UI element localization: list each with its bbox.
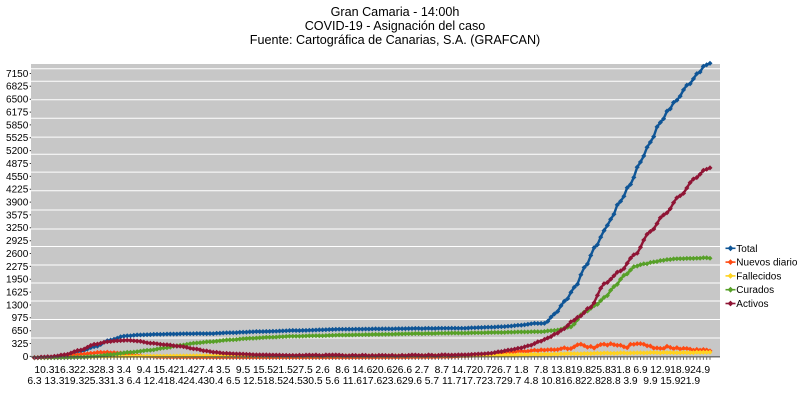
svg-text:11.7: 11.7 — [442, 376, 462, 387]
svg-text:1950: 1950 — [6, 275, 29, 286]
svg-text:Total: Total — [736, 244, 757, 255]
svg-text:15.4: 15.4 — [154, 365, 174, 376]
svg-text:19.8: 19.8 — [571, 365, 591, 376]
svg-text:5200: 5200 — [6, 146, 29, 157]
svg-text:3.5: 3.5 — [216, 365, 231, 376]
svg-text:8.6: 8.6 — [335, 365, 350, 376]
svg-text:10.3: 10.3 — [34, 365, 54, 376]
svg-text:Gran Camaria - 14:00h: Gran Camaria - 14:00h — [331, 5, 460, 19]
svg-text:3.4: 3.4 — [117, 365, 132, 376]
svg-text:18.4: 18.4 — [164, 376, 184, 387]
svg-text:20.6: 20.6 — [372, 365, 392, 376]
svg-text:6.9: 6.9 — [633, 365, 648, 376]
svg-text:2600: 2600 — [6, 249, 29, 260]
svg-text:22.3: 22.3 — [74, 365, 94, 376]
svg-text:28.8: 28.8 — [601, 376, 621, 387]
svg-text:31.8: 31.8 — [611, 365, 631, 376]
svg-text:2.6: 2.6 — [315, 365, 330, 376]
svg-text:16.3: 16.3 — [54, 365, 74, 376]
svg-text:1625: 1625 — [6, 288, 29, 299]
svg-text:23.6: 23.6 — [382, 376, 402, 387]
svg-text:3.9: 3.9 — [623, 376, 638, 387]
svg-text:3250: 3250 — [6, 223, 29, 234]
svg-text:10.8: 10.8 — [541, 376, 561, 387]
svg-text:4550: 4550 — [6, 172, 29, 183]
svg-text:21.4: 21.4 — [173, 365, 193, 376]
svg-text:2925: 2925 — [6, 236, 29, 247]
svg-text:17.7: 17.7 — [462, 376, 482, 387]
svg-text:2.7: 2.7 — [415, 365, 430, 376]
svg-text:Curados: Curados — [736, 285, 774, 296]
svg-text:24.9: 24.9 — [690, 365, 710, 376]
svg-text:28.3: 28.3 — [94, 365, 114, 376]
svg-text:15.9: 15.9 — [660, 376, 680, 387]
svg-text:5525: 5525 — [6, 133, 29, 144]
svg-text:29.7: 29.7 — [501, 376, 521, 387]
svg-text:4875: 4875 — [6, 159, 29, 170]
svg-text:6825: 6825 — [6, 82, 29, 93]
svg-text:4.8: 4.8 — [524, 376, 539, 387]
svg-text:25.3: 25.3 — [84, 376, 104, 387]
svg-text:30.4: 30.4 — [203, 376, 223, 387]
svg-text:8.7: 8.7 — [435, 365, 450, 376]
svg-text:29.6: 29.6 — [402, 376, 422, 387]
svg-text:16.8: 16.8 — [561, 376, 581, 387]
svg-text:7.8: 7.8 — [534, 365, 549, 376]
svg-text:21.5: 21.5 — [273, 365, 293, 376]
svg-text:COVID-19 - Asignación del caso: COVID-19 - Asignación del caso — [305, 19, 486, 33]
svg-text:12.9: 12.9 — [650, 365, 670, 376]
svg-text:5.7: 5.7 — [425, 376, 440, 387]
svg-text:26.6: 26.6 — [392, 365, 412, 376]
svg-text:3575: 3575 — [6, 210, 29, 221]
svg-text:11.6: 11.6 — [343, 376, 363, 387]
svg-text:12.4: 12.4 — [144, 376, 164, 387]
svg-text:24.5: 24.5 — [283, 376, 303, 387]
svg-text:Fallecidos: Fallecidos — [736, 271, 781, 282]
svg-text:6.4: 6.4 — [127, 376, 142, 387]
svg-text:5850: 5850 — [6, 120, 29, 131]
svg-text:14.6: 14.6 — [352, 365, 372, 376]
svg-text:22.8: 22.8 — [581, 376, 601, 387]
svg-text:27.4: 27.4 — [193, 365, 213, 376]
svg-text:15.5: 15.5 — [253, 365, 273, 376]
svg-text:6175: 6175 — [6, 108, 29, 119]
svg-text:6.5: 6.5 — [226, 376, 241, 387]
svg-text:975: 975 — [12, 313, 29, 324]
svg-text:18.9: 18.9 — [670, 365, 690, 376]
svg-text:Fuente: Cartográfica de Canari: Fuente: Cartográfica de Canarias, S.A. (… — [250, 33, 540, 47]
svg-text:2275: 2275 — [6, 262, 29, 273]
svg-text:18.5: 18.5 — [263, 376, 283, 387]
svg-text:19.3: 19.3 — [64, 376, 84, 387]
svg-text:Nuevos diario: Nuevos diario — [736, 258, 798, 269]
svg-text:1.8: 1.8 — [514, 365, 529, 376]
svg-text:Activos: Activos — [736, 299, 768, 310]
svg-text:27.5: 27.5 — [293, 365, 313, 376]
svg-text:25.8: 25.8 — [591, 365, 611, 376]
svg-text:1300: 1300 — [6, 300, 29, 311]
svg-text:3900: 3900 — [6, 198, 29, 209]
svg-text:14.7: 14.7 — [452, 365, 472, 376]
svg-text:6500: 6500 — [6, 95, 29, 106]
svg-text:9.9: 9.9 — [643, 376, 658, 387]
svg-text:24.4: 24.4 — [183, 376, 203, 387]
svg-text:6.3: 6.3 — [27, 376, 42, 387]
svg-text:4225: 4225 — [6, 185, 29, 196]
svg-text:13.3: 13.3 — [44, 376, 64, 387]
svg-text:9.5: 9.5 — [236, 365, 251, 376]
svg-text:20.7: 20.7 — [471, 365, 491, 376]
svg-text:9.4: 9.4 — [137, 365, 152, 376]
svg-text:30.5: 30.5 — [303, 376, 323, 387]
svg-text:7150: 7150 — [6, 69, 29, 80]
svg-text:31.3: 31.3 — [104, 376, 124, 387]
svg-text:23.7: 23.7 — [481, 376, 501, 387]
svg-text:5.6: 5.6 — [325, 376, 340, 387]
svg-text:13.8: 13.8 — [551, 365, 571, 376]
svg-text:21.9: 21.9 — [680, 376, 700, 387]
svg-text:0: 0 — [23, 352, 29, 363]
svg-text:12.5: 12.5 — [243, 376, 263, 387]
svg-text:325: 325 — [12, 339, 29, 350]
svg-text:17.6: 17.6 — [362, 376, 382, 387]
svg-text:26.7: 26.7 — [491, 365, 511, 376]
svg-text:650: 650 — [12, 326, 29, 337]
